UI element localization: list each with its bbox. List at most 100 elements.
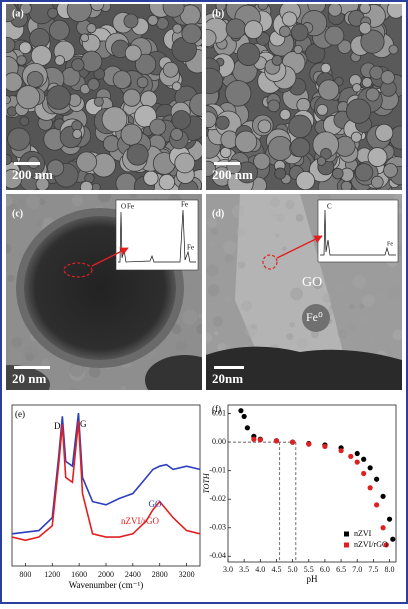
noise [362,294,375,308]
grain [71,58,85,72]
noise [6,195,13,207]
noise [9,203,17,211]
grain [6,72,23,92]
particle [145,355,202,390]
noise [36,219,44,227]
series-label: GO [149,499,162,509]
y-tick-label: -0.01 [209,465,226,474]
grain [47,159,65,177]
legend-label: nZVI [354,529,372,538]
noise [386,285,401,300]
noise [25,352,34,362]
grain [236,42,261,66]
grain [359,4,371,14]
noise [198,313,202,319]
noise [206,265,214,275]
peak-label: D [54,421,61,431]
grain [162,61,179,78]
y-tick-label: -0.03 [209,523,226,532]
noise [224,294,232,302]
point [290,439,296,445]
inset-label: Fe [127,203,134,211]
micrograph [206,4,402,190]
noise [207,284,220,297]
arrow [91,247,129,267]
noise [236,271,243,278]
grain [140,90,158,108]
grain [29,27,50,49]
x-tick-label: 800 [19,570,31,579]
grain [126,143,149,166]
x-tick-label: 4.5 [271,565,281,574]
particle [6,365,50,390]
grain [16,85,41,110]
grain [316,156,327,166]
grain [54,55,66,66]
panel-label: (a) [12,8,24,19]
grain [225,18,247,39]
noise [269,197,281,208]
x-tick-label: 5.5 [304,565,314,574]
noise [41,358,51,368]
grain [76,151,98,173]
series-label: nZVI/rGO [121,516,159,526]
x-tick-label: 7.5 [368,565,378,574]
scale-bar [214,162,240,165]
grain [352,83,362,93]
annotation: GO [302,275,322,290]
noise [20,211,37,227]
panel-label: (c) [12,208,23,219]
scale-bar [14,366,50,369]
inset-spectrum [118,209,196,263]
inset-label: Fe [387,241,393,247]
noise [241,300,252,312]
grain [215,4,227,12]
grain [253,152,271,170]
grain [244,20,263,40]
noise [275,233,280,238]
grain [30,45,52,67]
grain [206,29,217,47]
grain [171,81,182,92]
noise [182,309,198,325]
noise [289,321,296,328]
noise [210,228,218,236]
grain [215,115,230,130]
grain [345,98,372,124]
grain [47,7,59,19]
noise [182,284,191,294]
grain [327,4,342,17]
grain [271,54,283,66]
noise [213,331,219,336]
noise [247,286,256,296]
grain [80,33,90,43]
grain [316,103,329,116]
noise [223,240,237,254]
grain [274,167,287,180]
x-tick-label: 2400 [125,570,141,579]
point [244,425,250,431]
point [361,456,367,462]
grain [320,62,332,74]
noise [312,279,323,290]
noise [129,194,137,199]
point [361,470,367,477]
grain [19,4,32,15]
noise [69,386,76,390]
grain [171,110,192,130]
grain [6,36,16,53]
noise [231,205,245,218]
noise [171,324,182,335]
noise [341,260,350,269]
scale-label: 20nm [212,371,243,386]
noise [236,227,246,237]
point [322,443,328,449]
grain [350,131,362,143]
grain [388,44,399,55]
grain [320,147,332,160]
grain [296,97,311,112]
point [238,408,244,414]
noise [88,366,101,378]
grain [170,128,184,141]
